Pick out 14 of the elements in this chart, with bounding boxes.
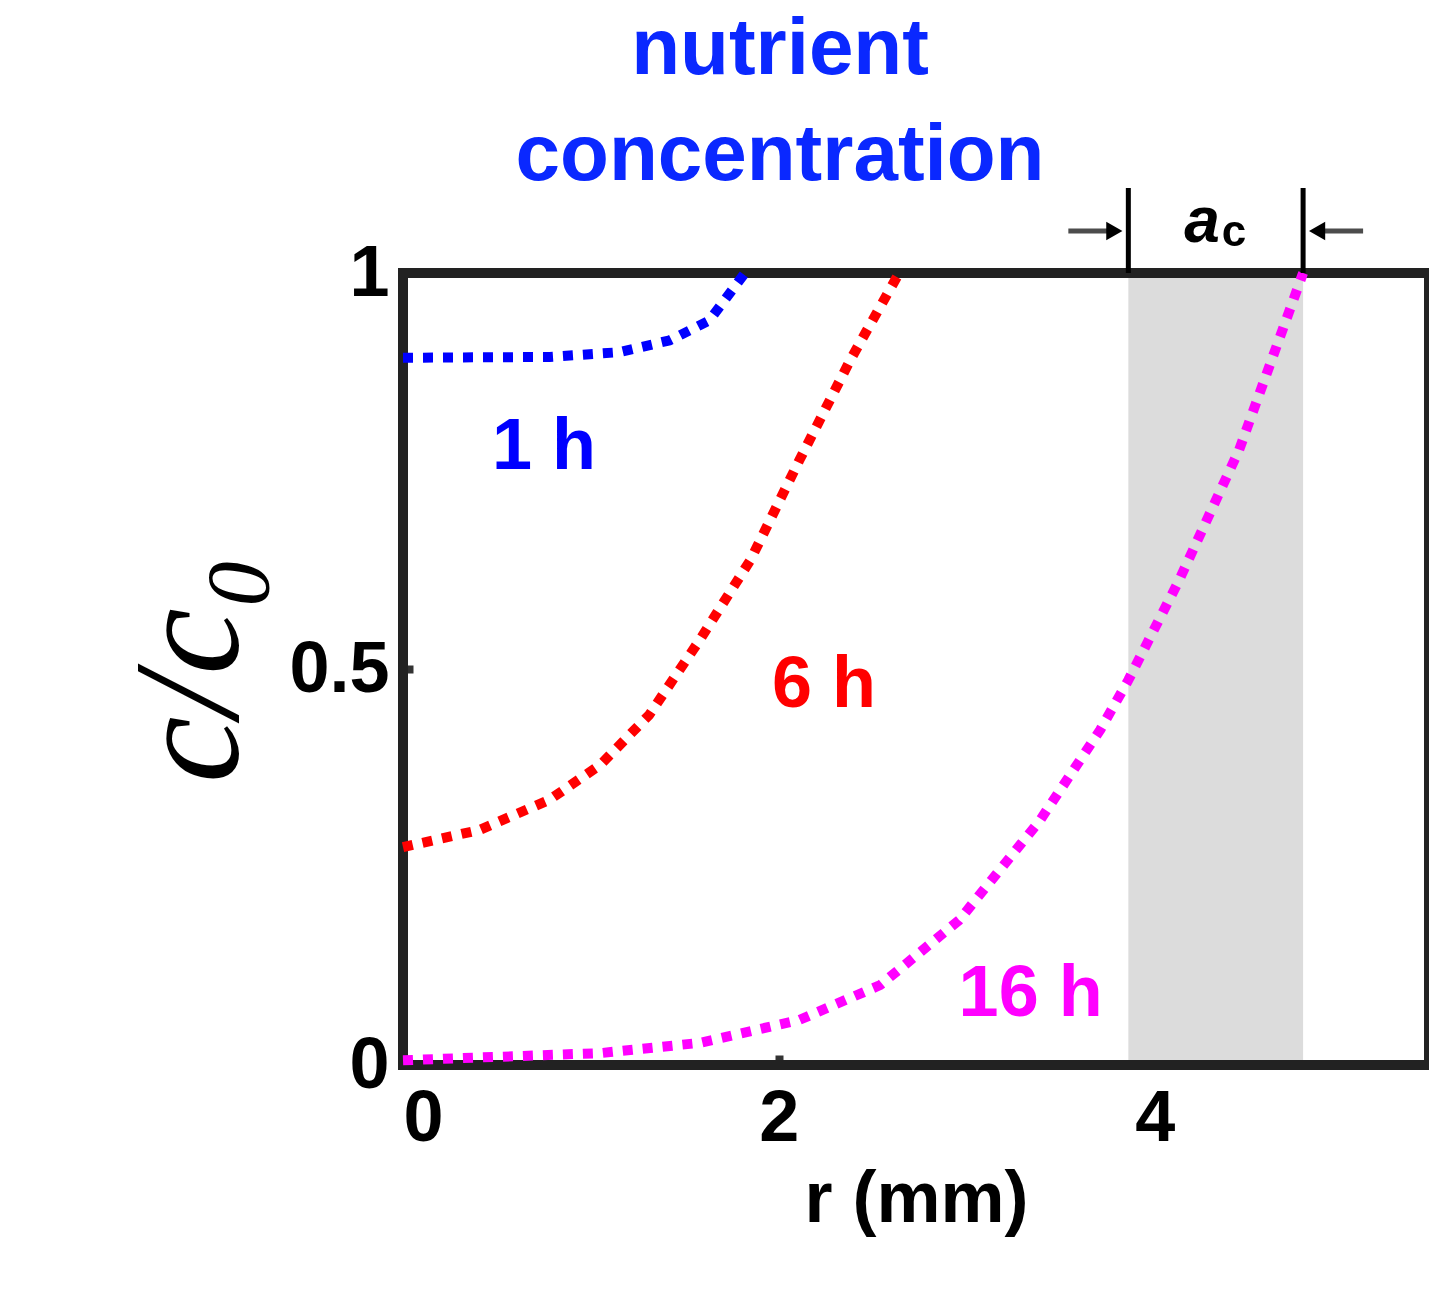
x-tick-label: 2 bbox=[759, 1075, 800, 1156]
x-tick-label: 0 bbox=[403, 1075, 444, 1156]
x-axis-title: r (mm) bbox=[804, 1156, 1029, 1237]
text: nutrient bbox=[631, 2, 929, 91]
y-axis-title: c/c₀ bbox=[104, 556, 271, 783]
series-label: 1 h bbox=[491, 404, 596, 485]
text: concentration bbox=[515, 108, 1045, 197]
y-tick-label: 0 bbox=[349, 1022, 390, 1103]
band-label: ac bbox=[1184, 184, 1247, 256]
series-label: 16 h bbox=[958, 950, 1103, 1031]
y-tick-label: 1 bbox=[349, 230, 390, 311]
x-tick-label: 4 bbox=[1135, 1075, 1176, 1156]
y-tick-label: 0.5 bbox=[289, 626, 390, 707]
series-label: 6 h bbox=[771, 641, 876, 722]
